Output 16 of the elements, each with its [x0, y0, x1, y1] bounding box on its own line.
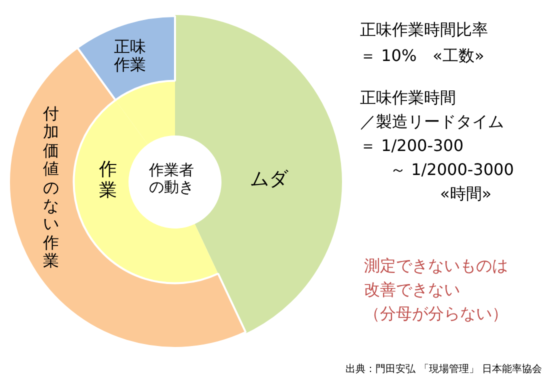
text: （分母が分らない）: [364, 303, 508, 325]
text: ／製造リードタイム: [360, 111, 504, 133]
slice-label: ムダ: [250, 167, 288, 192]
text: 測定できないものは: [364, 255, 508, 277]
slice-label: 正味作業: [114, 37, 146, 75]
text: 作業者の動き: [149, 161, 194, 196]
source-note: 出典：門田安弘 「現場管理」 日本能率協会: [346, 364, 542, 376]
text: ＝ 10% «工数»: [360, 45, 484, 67]
text: 改善できない: [364, 279, 460, 301]
category-label: 付加価値のない作業: [43, 104, 59, 270]
text: 作業: [99, 159, 117, 202]
text: 正味作業時間比率: [360, 19, 488, 41]
text: ～ 1/2000-3000: [390, 159, 514, 181]
text: 正味作業時間: [360, 87, 456, 109]
text: «時間»: [440, 183, 492, 205]
text: ＝ 1/200-300: [360, 135, 464, 157]
